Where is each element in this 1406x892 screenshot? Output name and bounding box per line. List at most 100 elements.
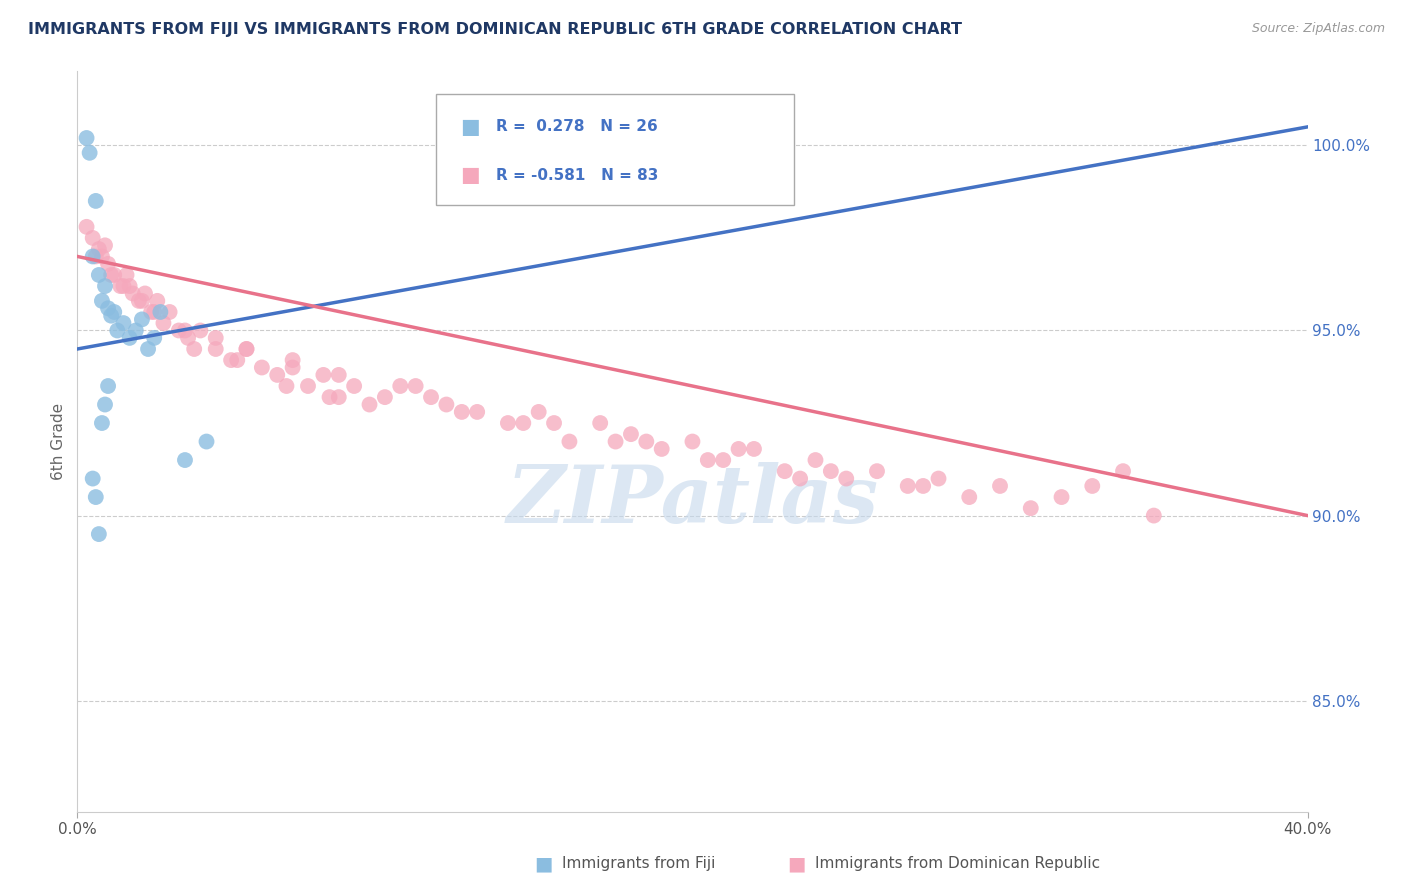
Point [682,434,704,449]
Point [1019,501,1042,516]
Point [128,293,150,308]
Text: R =  0.278   N = 26: R = 0.278 N = 26 [496,120,658,135]
Point [297,379,319,393]
Point [174,324,197,338]
Point [90,250,114,264]
Point [276,379,298,393]
Point [1112,464,1135,478]
Point [136,342,159,356]
Point [87,242,110,256]
Point [420,390,443,404]
Point [146,293,169,308]
Point [281,360,304,375]
Point [589,416,612,430]
Point [389,379,412,393]
Point [97,257,120,271]
Point [87,268,110,282]
Point [742,442,765,456]
Point [79,145,101,160]
Point [100,268,122,282]
Point [103,268,125,282]
Text: ■: ■ [460,165,479,185]
Point [789,472,811,486]
Point [512,416,534,430]
Point [100,309,122,323]
Point [76,131,98,145]
Point [988,479,1011,493]
Point [112,316,135,330]
Point [1050,490,1073,504]
Point [87,527,110,541]
Point [312,368,335,382]
Point [1081,479,1104,493]
Point [97,379,120,393]
Point [835,472,858,486]
Point [620,427,643,442]
Text: Immigrants from Fiji: Immigrants from Fiji [562,856,716,871]
Point [82,231,104,245]
Point [912,479,935,493]
Point [90,293,114,308]
Point [97,301,120,316]
Text: ■: ■ [534,854,553,873]
Text: ■: ■ [787,854,806,873]
Point [343,379,366,393]
Point [250,360,273,375]
Point [328,368,350,382]
Point [141,305,163,319]
Point [105,324,128,338]
Point [177,331,200,345]
Point [226,353,249,368]
Point [318,390,340,404]
Point [651,442,673,456]
Point [103,305,125,319]
Point [121,286,143,301]
Point [149,305,172,319]
Point [183,342,205,356]
Text: R = -0.581   N = 83: R = -0.581 N = 83 [496,168,658,183]
Text: Source: ZipAtlas.com: Source: ZipAtlas.com [1251,22,1385,36]
Text: IMMIGRANTS FROM FIJI VS IMMIGRANTS FROM DOMINICAN REPUBLIC 6TH GRADE CORRELATION: IMMIGRANTS FROM FIJI VS IMMIGRANTS FROM … [28,22,962,37]
Point [188,324,212,338]
Point [359,398,381,412]
Point [82,472,104,486]
Point [727,442,749,456]
Point [76,219,98,234]
Point [235,342,257,356]
Point [281,353,304,368]
Point [897,479,920,493]
Point [605,434,627,449]
Point [866,464,889,478]
Point [143,331,166,345]
Point [125,324,148,338]
Point [558,434,581,449]
Point [94,279,117,293]
Point [195,434,218,449]
Point [143,305,166,319]
Point [94,398,117,412]
Point [266,368,288,382]
Point [773,464,796,478]
Point [696,453,718,467]
Point [204,342,226,356]
Point [465,405,488,419]
Point [84,490,107,504]
Point [527,405,550,419]
Point [82,250,104,264]
Point [112,279,135,293]
Point [543,416,565,430]
Point [450,405,472,419]
Point [804,453,827,467]
Point [1143,508,1166,523]
Point [90,416,114,430]
Point [110,279,132,293]
Point [159,305,181,319]
Point [204,331,226,345]
Point [131,312,153,326]
Point [131,293,153,308]
Point [711,453,734,467]
Text: Immigrants from Dominican Republic: Immigrants from Dominican Republic [815,856,1101,871]
Point [174,453,197,467]
Point [374,390,396,404]
Point [328,390,350,404]
